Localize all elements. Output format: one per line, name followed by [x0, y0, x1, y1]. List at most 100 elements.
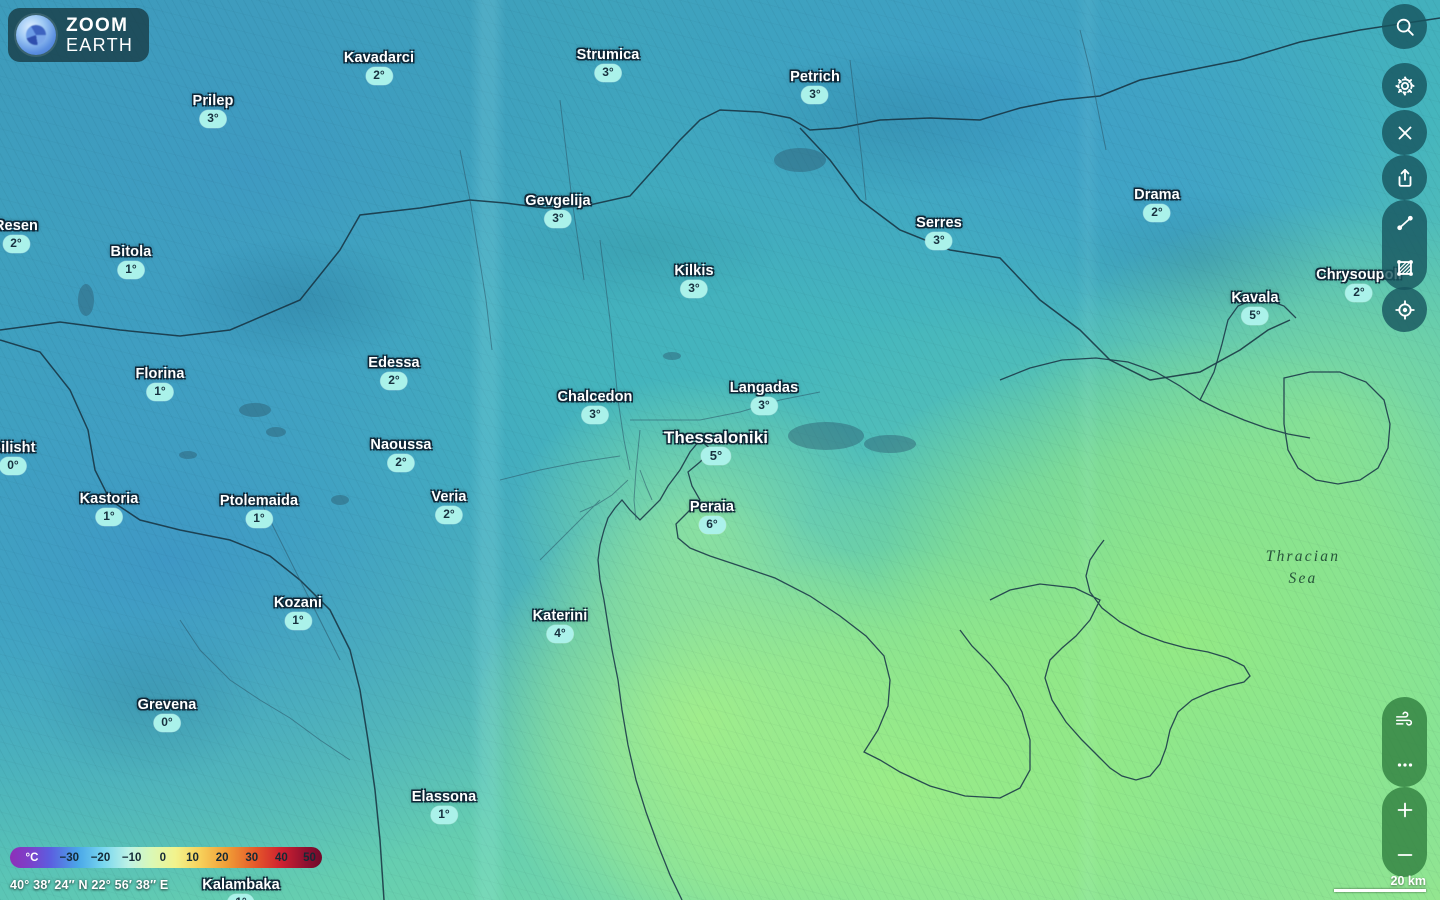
brand-name-zoom: ZOOM	[66, 14, 129, 36]
place-label[interactable]: Kozani 1°	[274, 595, 322, 630]
place-label[interactable]: Elassona 1°	[412, 789, 476, 824]
temperature-badge: 4°	[546, 625, 574, 643]
place-label[interactable]: Ptolemaida 1°	[220, 493, 298, 528]
legend-tick: 30	[245, 851, 259, 864]
legend-tick: −10	[121, 851, 142, 864]
place-label[interactable]: Petrich 3°	[790, 69, 840, 104]
place-label[interactable]: Florina 1°	[135, 366, 184, 401]
zoom-earth-logo[interactable]: ZOOM EARTH	[8, 8, 150, 62]
place-label[interactable]: Peraia 6°	[690, 499, 734, 534]
close-button[interactable]	[1382, 110, 1427, 155]
plus-icon	[1397, 802, 1412, 817]
temperature-badge: 0°	[0, 457, 27, 475]
temperature-badge: 5°	[701, 447, 731, 465]
legend-tick: 20	[215, 851, 229, 864]
place-name: Serres	[916, 215, 962, 231]
temperature-badge: 0°	[153, 714, 181, 732]
place-label[interactable]: Naoussa 2°	[370, 437, 431, 472]
zoom-in-button[interactable]	[1382, 787, 1427, 832]
temperature-badge: 3°	[199, 110, 227, 128]
place-label[interactable]: Resen2°	[0, 218, 38, 253]
brand-name-earth: EARTH	[66, 34, 134, 55]
coordinates-readout: 40° 38′ 24″ N 22° 56′ 38″ E	[10, 878, 169, 892]
temperature-badge: 5°	[1241, 307, 1269, 325]
place-name: Peraia	[689, 499, 735, 515]
place-name: Gevgelija	[525, 193, 591, 209]
place-name: Chalcedon	[557, 389, 633, 405]
place-label[interactable]: Edessa 2°	[368, 355, 420, 390]
place-label[interactable]: Kilkis 3°	[674, 263, 714, 298]
scale-bar-line	[1334, 889, 1426, 892]
place-label[interactable]: Gevgelija 3°	[525, 193, 591, 228]
share-icon	[1398, 168, 1411, 187]
legend-tick: 10	[186, 851, 199, 864]
place-label[interactable]: Chrysoupoli 2°	[1316, 267, 1402, 302]
place-name: Kavadarci	[343, 50, 415, 66]
place-name: Strumica	[576, 47, 640, 63]
wind-layer-button[interactable]	[1382, 697, 1427, 742]
place-name: Prilep	[192, 93, 234, 109]
place-label[interactable]: Thessaloniki 5°	[664, 429, 768, 465]
place-label[interactable]: Grevena 0°	[138, 697, 197, 732]
legend-tick: −20	[90, 851, 111, 864]
temperature-badge: 3°	[680, 280, 708, 298]
gear-icon	[1394, 75, 1415, 96]
place-label[interactable]: Langadas 3°	[730, 380, 799, 415]
temperature-badge: 1°	[284, 612, 312, 630]
more-dots-icon	[1397, 762, 1412, 767]
place-name: Katerini	[532, 608, 588, 624]
temperature-badge: 2°	[2, 235, 30, 253]
place-label[interactable]: Strumica 3°	[577, 47, 640, 82]
temperature-badge: 2°	[365, 67, 393, 85]
place-name: Kavala	[1231, 290, 1279, 306]
temperature-badge: 2°	[1143, 204, 1171, 222]
measure-tools-group	[1382, 200, 1427, 290]
place-label[interactable]: Kastoria 1°	[80, 491, 139, 526]
measure-distance-button[interactable]	[1382, 200, 1427, 245]
temperature-badge: 1°	[117, 261, 145, 279]
temperature-badge: 3°	[925, 232, 953, 250]
measure-area-button[interactable]	[1382, 245, 1427, 290]
place-name: Ptolemaida	[219, 493, 299, 509]
temperature-badge: 3°	[594, 64, 622, 82]
temperature-badge: 2°	[435, 506, 463, 524]
place-name: Naoussa	[370, 437, 432, 453]
place-label[interactable]: Bitola 1°	[111, 244, 152, 279]
place-label[interactable]: Veria 2°	[431, 489, 466, 524]
place-label[interactable]: Kavala 5°	[1231, 290, 1279, 325]
place-name: Chrysoupoli	[1316, 267, 1402, 283]
search-icon	[1396, 18, 1414, 36]
place-name: Bilisht	[0, 440, 36, 456]
place-name: Florina	[135, 366, 185, 382]
place-name: Kastoria	[79, 491, 139, 507]
place-label[interactable]: Katerini 4°	[533, 608, 588, 643]
locate-button[interactable]	[1382, 287, 1427, 332]
wind-icon	[1395, 711, 1412, 726]
settings-button[interactable]	[1382, 63, 1427, 108]
temperature-badge: 3°	[581, 406, 609, 424]
place-label[interactable]: Chalcedon 3°	[557, 389, 632, 424]
share-button[interactable]	[1382, 155, 1427, 200]
place-label[interactable]: Drama 2°	[1134, 187, 1180, 222]
search-button[interactable]	[1382, 4, 1427, 49]
place-name: Veria	[431, 489, 467, 505]
temperature-badge: 1°	[430, 806, 458, 824]
place-label[interactable]: Prilep 3°	[193, 93, 234, 128]
place-label[interactable]: Bilisht0°	[0, 440, 36, 475]
place-name: Langadas	[729, 380, 799, 396]
place-label[interactable]: Kalambaka1°	[202, 877, 280, 900]
temperature-legend[interactable]: °C −30 −20 −10 0 10 20 30 40 50	[10, 847, 322, 868]
place-name: Grevena	[137, 697, 197, 713]
place-label[interactable]: Kavadarci 2°	[344, 50, 414, 85]
place-name: Edessa	[368, 355, 420, 371]
zoom-earth-globe-icon	[16, 15, 56, 55]
measure-line-icon	[1396, 215, 1413, 230]
place-label[interactable]: Serres 3°	[916, 215, 962, 250]
temperature-badge: 2°	[1345, 284, 1373, 302]
temperature-badge: 1°	[146, 383, 174, 401]
place-name: Drama	[1134, 187, 1180, 203]
more-options-button[interactable]	[1382, 742, 1427, 787]
zoom-out-button[interactable]	[1382, 832, 1427, 877]
legend-tick: 50	[303, 851, 316, 864]
